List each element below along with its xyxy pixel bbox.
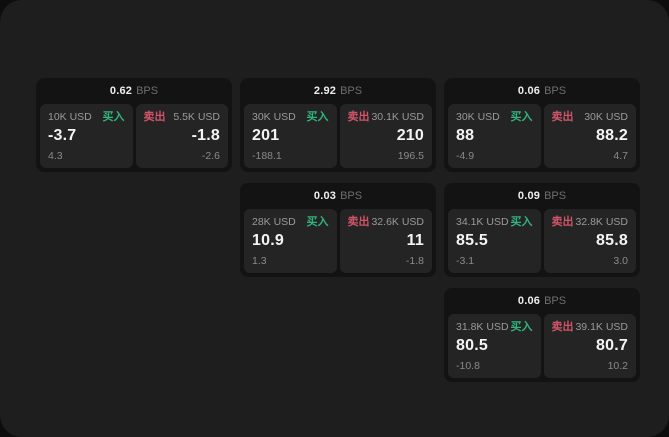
sell-size-label: 32.6K USD xyxy=(371,216,424,228)
quote-panels: 34.1K USD 买入 85.5 -3.1 卖出 32.8K USD 85.8… xyxy=(444,209,640,277)
bps-unit-label: BPS xyxy=(544,85,567,97)
bps-value: 2.92 xyxy=(313,85,337,97)
sell-size-label: 30.1K USD xyxy=(371,111,424,123)
buy-quote-panel[interactable]: 30K USD 买入 201 -188.1 xyxy=(244,104,337,168)
buy-quote-panel[interactable]: 34.1K USD 买入 85.5 -3.1 xyxy=(448,209,541,273)
sell-price-value: 210 xyxy=(396,127,424,144)
sell-side-button[interactable]: 卖出 xyxy=(551,321,574,333)
sell-quote-panel[interactable]: 卖出 30.1K USD 210 196.5 xyxy=(339,104,432,168)
buy-change-value: -4.9 xyxy=(456,150,475,162)
sell-side-button[interactable]: 卖出 xyxy=(551,111,574,123)
buy-change-value: 4.3 xyxy=(48,150,63,162)
quote-card: 0.06 BPS 30K USD 买入 88 -4.9 卖出 30K USD 8… xyxy=(444,78,640,172)
bps-unit-label: BPS xyxy=(136,85,159,97)
bps-unit-label: BPS xyxy=(340,85,363,97)
card-header: 0.09 BPS xyxy=(444,183,640,209)
buy-price-value: 201 xyxy=(252,127,280,144)
buy-change-value: -3.1 xyxy=(456,255,475,267)
sell-size-label: 32.8K USD xyxy=(575,216,628,228)
buy-side-button[interactable]: 买入 xyxy=(510,111,533,123)
bps-value: 0.06 xyxy=(517,295,541,307)
bps-unit-label: BPS xyxy=(544,190,567,202)
quote-panels: 30K USD 买入 88 -4.9 卖出 30K USD 88.2 4.7 xyxy=(444,104,640,172)
sell-side-button[interactable]: 卖出 xyxy=(143,111,166,123)
quote-card: 0.62 BPS 10K USD 买入 -3.7 4.3 卖出 5.5K USD… xyxy=(36,78,232,172)
buy-price-value: -3.7 xyxy=(48,127,77,144)
card-header: 0.62 BPS xyxy=(36,78,232,104)
sell-side-button[interactable]: 卖出 xyxy=(347,111,370,123)
sell-price-value: 11 xyxy=(406,232,424,249)
buy-change-value: -188.1 xyxy=(252,150,282,162)
sell-change-value: 196.5 xyxy=(397,150,424,162)
buy-quote-panel[interactable]: 30K USD 买入 88 -4.9 xyxy=(448,104,541,168)
card-header: 2.92 BPS xyxy=(240,78,436,104)
buy-side-button[interactable]: 买入 xyxy=(306,216,329,228)
sell-size-label: 30K USD xyxy=(584,111,628,123)
sell-change-value: -2.6 xyxy=(201,150,220,162)
sell-price-value: 85.8 xyxy=(596,232,628,249)
buy-price-value: 85.5 xyxy=(456,232,488,249)
buy-price-value: 88 xyxy=(456,127,475,144)
bps-value: 0.09 xyxy=(517,190,541,202)
card-header: 0.06 BPS xyxy=(444,288,640,314)
sell-quote-panel[interactable]: 卖出 32.8K USD 85.8 3.0 xyxy=(543,209,636,273)
buy-quote-panel[interactable]: 10K USD 买入 -3.7 4.3 xyxy=(40,104,133,168)
sell-change-value: -1.8 xyxy=(405,255,424,267)
buy-side-button[interactable]: 买入 xyxy=(510,321,533,333)
bps-value: 0.03 xyxy=(313,190,337,202)
quote-card: 2.92 BPS 30K USD 买入 201 -188.1 卖出 30.1K … xyxy=(240,78,436,172)
sell-price-value: 88.2 xyxy=(596,127,628,144)
sell-size-label: 39.1K USD xyxy=(575,321,628,333)
buy-size-label: 34.1K USD xyxy=(456,216,509,228)
quote-panels: 30K USD 买入 201 -188.1 卖出 30.1K USD 210 1… xyxy=(240,104,436,172)
sell-change-value: 10.2 xyxy=(607,360,628,372)
quote-card: 0.03 BPS 28K USD 买入 10.9 1.3 卖出 32.6K US… xyxy=(240,183,436,277)
sell-side-button[interactable]: 卖出 xyxy=(551,216,574,228)
quote-card: 0.09 BPS 34.1K USD 买入 85.5 -3.1 卖出 32.8K… xyxy=(444,183,640,277)
sell-size-label: 5.5K USD xyxy=(173,111,220,123)
quote-panels: 10K USD 买入 -3.7 4.3 卖出 5.5K USD -1.8 -2.… xyxy=(36,104,232,172)
buy-size-label: 31.8K USD xyxy=(456,321,509,333)
sell-quote-panel[interactable]: 卖出 30K USD 88.2 4.7 xyxy=(543,104,636,168)
buy-change-value: -10.8 xyxy=(456,360,480,372)
sell-quote-panel[interactable]: 卖出 5.5K USD -1.8 -2.6 xyxy=(135,104,228,168)
quote-panels: 31.8K USD 买入 80.5 -10.8 卖出 39.1K USD 80.… xyxy=(444,314,640,382)
buy-side-button[interactable]: 买入 xyxy=(306,111,329,123)
buy-size-label: 28K USD xyxy=(252,216,296,228)
buy-quote-panel[interactable]: 28K USD 买入 10.9 1.3 xyxy=(244,209,337,273)
sell-change-value: 3.0 xyxy=(613,255,628,267)
quote-card: 0.06 BPS 31.8K USD 买入 80.5 -10.8 卖出 39.1… xyxy=(444,288,640,382)
bps-unit-label: BPS xyxy=(340,190,363,202)
bps-value: 0.06 xyxy=(517,85,541,97)
quote-panels: 28K USD 买入 10.9 1.3 卖出 32.6K USD 11 -1.8 xyxy=(240,209,436,277)
quote-cards-grid: 0.62 BPS 10K USD 买入 -3.7 4.3 卖出 5.5K USD… xyxy=(36,78,640,382)
buy-size-label: 30K USD xyxy=(456,111,500,123)
bps-value: 0.62 xyxy=(109,85,133,97)
buy-side-button[interactable]: 买入 xyxy=(102,111,125,123)
sell-side-button[interactable]: 卖出 xyxy=(347,216,370,228)
buy-price-value: 10.9 xyxy=(252,232,284,249)
buy-size-label: 10K USD xyxy=(48,111,92,123)
card-header: 0.03 BPS xyxy=(240,183,436,209)
bps-unit-label: BPS xyxy=(544,295,567,307)
sell-quote-panel[interactable]: 卖出 39.1K USD 80.7 10.2 xyxy=(543,314,636,378)
sell-change-value: 4.7 xyxy=(613,150,628,162)
buy-quote-panel[interactable]: 31.8K USD 买入 80.5 -10.8 xyxy=(448,314,541,378)
buy-price-value: 80.5 xyxy=(456,337,488,354)
sell-price-value: 80.7 xyxy=(596,337,628,354)
buy-side-button[interactable]: 买入 xyxy=(510,216,533,228)
buy-change-value: 1.3 xyxy=(252,255,267,267)
sell-quote-panel[interactable]: 卖出 32.6K USD 11 -1.8 xyxy=(339,209,432,273)
sell-price-value: -1.8 xyxy=(191,127,220,144)
card-header: 0.06 BPS xyxy=(444,78,640,104)
buy-size-label: 30K USD xyxy=(252,111,296,123)
